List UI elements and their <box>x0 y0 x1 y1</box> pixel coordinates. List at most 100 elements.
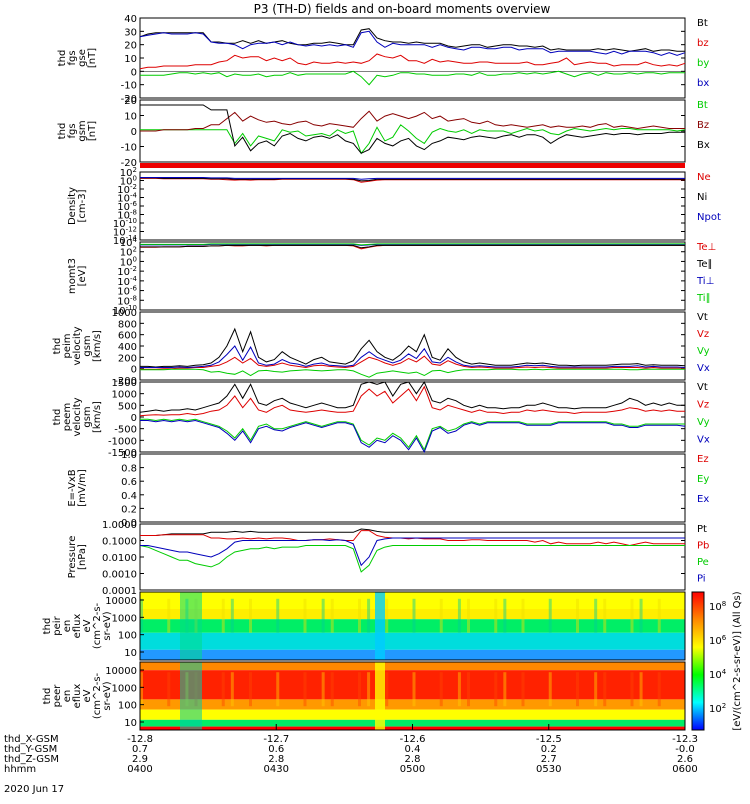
spec-streak <box>594 598 598 633</box>
ylabel-peer-line: eV <box>82 689 93 702</box>
legend-fgs_gse-by: by <box>697 58 709 69</box>
spec-streak <box>576 598 579 633</box>
legend-peem-vt: Vt <box>697 382 708 393</box>
spec-streak <box>412 598 416 633</box>
time-row-value: 0.2 <box>541 744 557 755</box>
spec-band <box>140 649 685 660</box>
ytick-label-density: 10-6 <box>117 200 137 213</box>
ytick-label-pressure: 0.1000 <box>102 537 137 548</box>
spec-streak <box>321 672 325 707</box>
spectrogram-peer <box>140 662 685 730</box>
ytick-label-fgs_gse: -20 <box>121 94 137 105</box>
ytick-label-peim: 0 <box>131 365 137 376</box>
spec-streak <box>385 672 389 707</box>
ytick-label-peem: 1000 <box>112 390 137 401</box>
time-row-value: -12.8 <box>127 734 153 745</box>
spec-streak <box>330 598 334 633</box>
date-label: 2020 Jun 17 <box>4 784 64 795</box>
spec-streak <box>249 672 252 707</box>
spec-band <box>140 609 685 620</box>
ytick-label-peim: 200 <box>118 353 137 364</box>
ytick-label-momt3: 100 <box>120 255 137 268</box>
ytick-label-fgs_gse: -10 <box>121 81 137 92</box>
panel-frame-fgs_gse <box>139 17 686 99</box>
legend-efield-ey: Ey <box>697 474 709 485</box>
colorbar <box>691 591 705 731</box>
ytick-label-momt3: 10-4 <box>117 275 137 288</box>
ylabel-peem: thd peem velocity gsm [km/s] <box>52 397 103 436</box>
ylabel-density-line: Density <box>67 187 78 225</box>
ytick-label-peem: 500 <box>118 401 137 412</box>
legend-density-ne: Ne <box>697 172 711 183</box>
spec-event <box>375 662 385 730</box>
time-row-label: thd_X-GSM <box>4 734 59 745</box>
ylabel-density-line: [cm-3] <box>77 189 88 222</box>
legend-peim-vx: Vx <box>697 363 710 374</box>
ylabel-momt3: momt3 [eV] <box>67 258 88 294</box>
ylabel-peer-line: (cm^2-s- <box>92 672 103 719</box>
series-line-peim-vy <box>140 368 685 378</box>
time-row-value: -12.7 <box>263 734 289 745</box>
ylabel-peir-line: peir <box>52 615 63 635</box>
time-row-value: 0600 <box>672 764 697 775</box>
ylabel-pressure-line: [nPa] <box>77 544 88 570</box>
ytick-label-peim: -200 <box>114 376 137 387</box>
ylabel-pressure-line: Pressure <box>67 536 78 579</box>
spec-streak <box>358 598 361 633</box>
spec-early <box>180 592 202 660</box>
ytick-label-peir: 10000 <box>105 596 137 607</box>
panel-frame-fgs_gsm <box>139 99 686 163</box>
ylabel-peem-line: velocity <box>72 397 83 436</box>
legend-pressure-pt: Pt <box>697 524 707 535</box>
series-line-fgs_gsm-bt <box>140 124 686 155</box>
ylabel-fgs_gse: thd fgs gse [nT] <box>57 48 98 68</box>
ylabel-fgs_gse-line: thd <box>57 50 68 67</box>
spec-streak <box>548 672 552 707</box>
ylabel-fgs_gse-line: [nT] <box>87 48 98 68</box>
time-row-value: 0530 <box>536 764 561 775</box>
spec-streak <box>603 598 607 633</box>
spec-band <box>140 662 685 671</box>
spec-band <box>140 592 685 609</box>
legend-peem-vy: Vy <box>697 417 710 428</box>
panel-frame-peim <box>139 311 686 381</box>
ylabel-fgs_gsm-line: gsm <box>77 120 88 141</box>
panel-frame-momt3 <box>139 241 686 311</box>
time-row-value: 0.4 <box>405 744 421 755</box>
series-line-peem-vt <box>139 380 685 413</box>
spec-streak <box>657 672 661 707</box>
spec-streak <box>603 672 607 707</box>
ytick-label-fgs_gsm: 0 <box>131 127 137 138</box>
ytick-label-fgs_gse: 20 <box>124 41 137 52</box>
ytick-label-density: 10-4 <box>117 192 137 205</box>
colorbar-tick-label: 106 <box>709 634 727 647</box>
ylabel-peim-line: velocity <box>72 326 83 365</box>
spec-streak <box>521 598 525 633</box>
time-row-value: -12.3 <box>672 734 698 745</box>
ytick-label-density: 102 <box>120 166 137 179</box>
colorbar-label: [eV/(cm^2-s-sr-eV)] (All Qs) <box>732 591 743 730</box>
spec-streak <box>230 598 234 633</box>
ylabel-peim-line: gsm <box>82 335 93 356</box>
ytick-label-fgs_gse: 30 <box>124 27 137 38</box>
ytick-label-fgs_gse: 10 <box>124 54 137 65</box>
ytick-label-pressure: 0.0001 <box>102 586 137 597</box>
series-line-momt3-ti∥ <box>140 243 685 246</box>
ytick-label-density: 100 <box>120 175 137 188</box>
colorbar-tick-label: 104 <box>709 668 727 681</box>
ylabel-peir: thd peir en eflux eV (cm^2-s-sr-eV) <box>42 602 113 649</box>
legend-momt3-ti∥: Ti∥ <box>696 293 711 304</box>
spec-streak <box>494 598 498 633</box>
spec-streak <box>630 598 634 633</box>
ytick-label-fgs_gse: 0 <box>131 67 137 78</box>
legend-peim-vt: Vt <box>697 312 708 323</box>
spec-streak <box>367 672 371 707</box>
legend-peim-vy: Vy <box>697 346 710 357</box>
ytick-label-density: 10-12 <box>113 226 137 239</box>
time-row-value: 0.6 <box>268 744 284 755</box>
series-line-momt3-te∥ <box>140 244 685 249</box>
spec-streak <box>467 598 470 633</box>
ytick-label-peim: 1000 <box>112 308 137 319</box>
spec-streak <box>548 598 552 633</box>
